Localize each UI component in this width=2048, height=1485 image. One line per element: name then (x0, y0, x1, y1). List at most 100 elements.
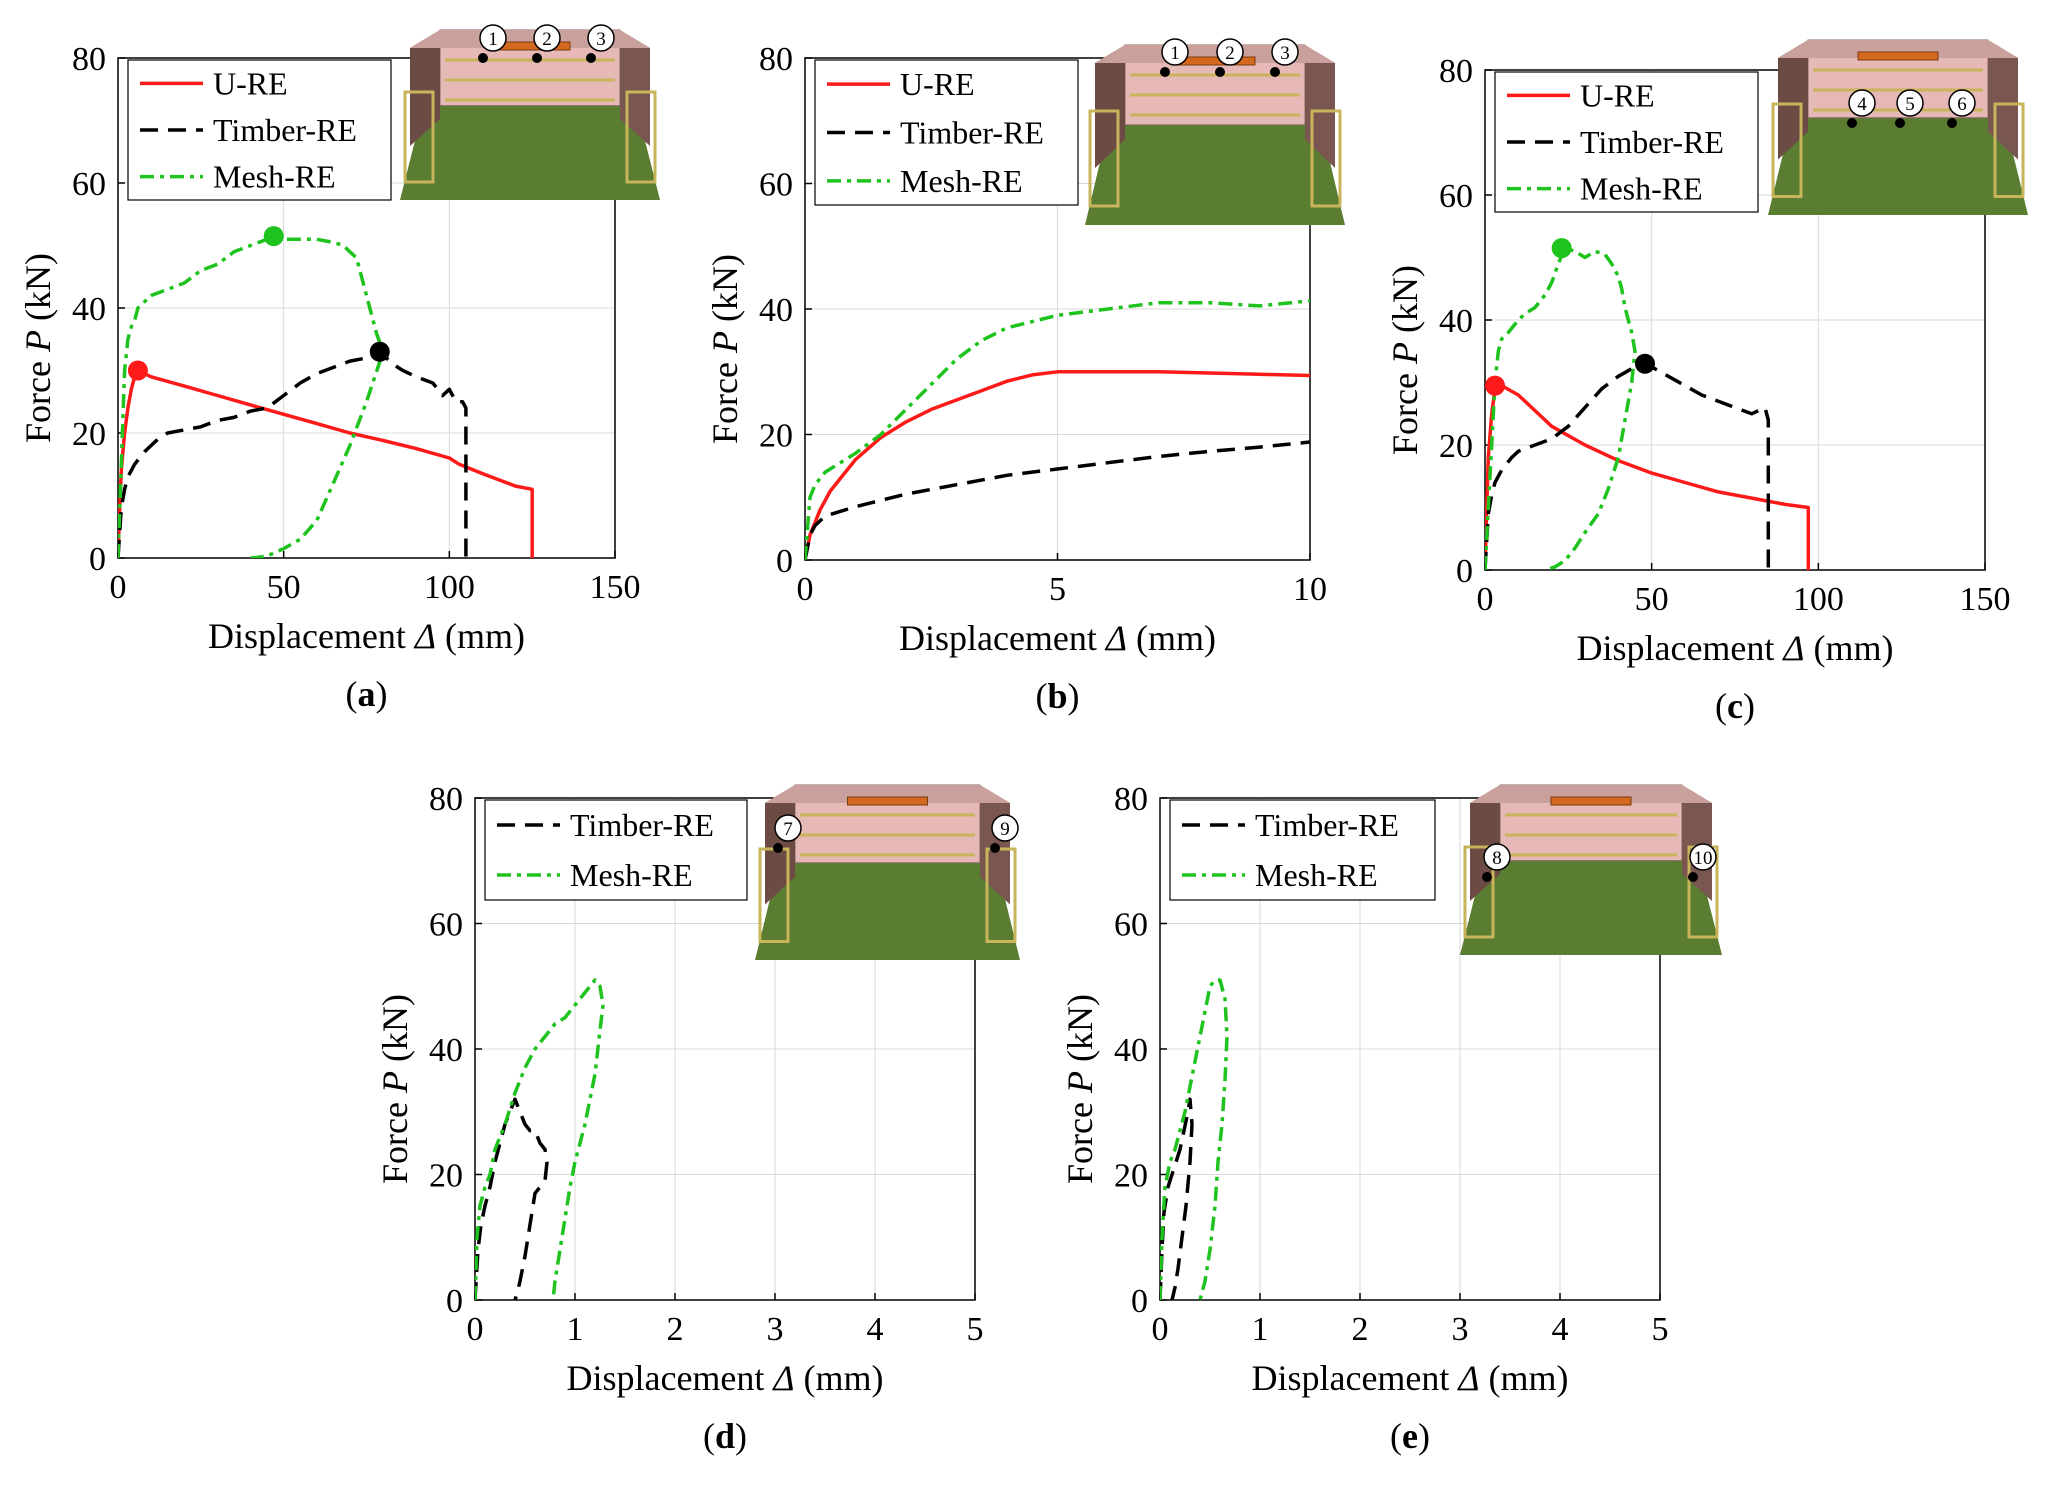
inset-lintel-beam (1857, 51, 1939, 61)
y-axis-label-main: Force (18, 352, 58, 443)
sensor-label-ring (1948, 89, 1976, 117)
series-line-u-re (118, 368, 534, 558)
sensor-dot (1160, 67, 1170, 77)
inset-right-frame (1310, 109, 1342, 208)
sensor-dot (1482, 872, 1492, 882)
caption-letter: a (358, 674, 376, 714)
y-tick-label: 80 (759, 41, 793, 78)
legend-label: U-RE (900, 66, 975, 102)
sensor-label: 3 (1280, 43, 1290, 64)
caption-letter: d (715, 1416, 735, 1456)
y-tick-label: 80 (1114, 781, 1148, 818)
y-axis-label-symbol: P (705, 331, 745, 354)
sensor-label: 3 (596, 29, 606, 50)
inset-left-frame (1463, 845, 1495, 939)
inset-left-frame (1771, 102, 1803, 198)
sensor-label-ring (479, 24, 507, 52)
legend: U-RE Timber-RE Mesh-RE (814, 59, 1079, 206)
x-axis-label-unit: (mm) (1805, 628, 1894, 668)
y-axis-label-main: Force (705, 353, 745, 444)
x-axis-label-symbol: Δ (1104, 618, 1127, 658)
sensor-dot (1688, 872, 1698, 882)
legend-box (484, 799, 748, 901)
inset-roof-edge (765, 785, 1010, 803)
inset-left-frame (1088, 109, 1120, 208)
caption-paren-close: ) (1068, 676, 1080, 716)
sensor-dot (586, 53, 596, 63)
sensor-label: 4 (1857, 94, 1867, 115)
series-line-timber-re (1160, 1097, 1194, 1300)
sensor-label: 6 (1957, 94, 1967, 115)
sensor-label: 1 (488, 29, 498, 50)
y-axis-label: Force P (kN) (705, 254, 745, 444)
peak-marker-u-re (1485, 375, 1505, 396)
series-line-u-re (1485, 383, 1811, 570)
x-tick-label: 2 (1352, 1311, 1369, 1348)
y-axis-label-unit: (kN) (705, 254, 745, 331)
legend-label: Timber-RE (570, 807, 714, 843)
y-tick-label: 60 (759, 167, 793, 204)
peak-marker-mesh-re (263, 226, 284, 247)
x-axis-label: Displacement Δ (mm) (899, 618, 1216, 658)
x-axis-label-unit: (mm) (1127, 618, 1216, 658)
y-tick-label: 80 (429, 781, 463, 818)
x-tick-label: 10 (1293, 571, 1327, 608)
y-tick-label: 20 (1114, 1158, 1148, 1195)
x-tick-label: 5 (967, 1311, 984, 1348)
y-axis-label: Force P (kN) (18, 253, 58, 443)
panel-caption: (d) (703, 1416, 747, 1456)
y-axis-label: Force P (kN) (1060, 994, 1100, 1184)
x-tick-label: 4 (867, 1311, 884, 1348)
series-line-timber-re (118, 353, 468, 558)
inset-building-model: 1 2 3 (1085, 38, 1345, 225)
x-axis-label: Displacement Δ (mm) (1576, 628, 1893, 668)
x-axis-label: Displacement Δ (mm) (566, 1358, 883, 1398)
x-tick-label: 100 (1793, 581, 1844, 618)
series-line-mesh-re (118, 237, 385, 558)
caption-paren-close: ) (1743, 686, 1755, 726)
caption-letter: c (1727, 686, 1743, 726)
sensor-label: 1 (1170, 43, 1180, 64)
chart-b: 0 5 10 0 20 40 60 80 Displacement Δ (mm) Force P … (705, 38, 1345, 716)
sensor-dot (1847, 118, 1857, 128)
x-tick-label: 5 (1652, 1311, 1669, 1348)
caption-paren-close: ) (735, 1416, 747, 1456)
x-tick-label: 1 (1252, 1311, 1269, 1348)
legend-label: Mesh-RE (900, 163, 1023, 199)
sensor-dot (773, 843, 783, 853)
peak-marker-u-re (127, 360, 148, 381)
sensor-dot (1947, 118, 1957, 128)
caption-paren-open: ( (346, 674, 358, 714)
sensor-label-ring (533, 24, 561, 52)
x-tick-label: 0 (797, 571, 814, 608)
sensor-dot (1215, 67, 1225, 77)
sensor-label-ring (991, 814, 1019, 842)
y-tick-label: 60 (1439, 178, 1473, 215)
x-axis-label-unit: (mm) (436, 616, 525, 656)
chart-e: 0 1 2 3 4 5 0 20 40 60 80 Displacement Δ (mm) Force … (1060, 781, 1722, 1456)
x-axis-label-symbol: Δ (771, 1358, 794, 1398)
y-tick-label: 20 (759, 418, 793, 455)
x-tick-label: 4 (1552, 1311, 1569, 1348)
y-axis-label: Force P (kN) (1385, 265, 1425, 455)
inset-ground (1768, 113, 2028, 215)
x-tick-label: 3 (767, 1311, 784, 1348)
y-tick-label: 60 (1114, 907, 1148, 944)
inset-right-frame (1993, 102, 2025, 198)
x-axis-label: Displacement Δ (mm) (1251, 1358, 1568, 1398)
y-axis-label-symbol: P (1385, 342, 1425, 365)
x-tick-label: 0 (110, 569, 127, 606)
legend: Timber-RE Mesh-RE (484, 799, 748, 901)
sensor-label-ring (1161, 38, 1189, 66)
inset-building-model: 1 2 3 (400, 24, 660, 200)
y-tick-label: 40 (72, 291, 106, 328)
y-tick-label: 20 (429, 1158, 463, 1195)
y-tick-label: 0 (89, 541, 106, 578)
y-tick-label: 0 (446, 1283, 463, 1320)
caption-paren-open: ( (703, 1416, 715, 1456)
x-axis-label: Displacement Δ (mm) (208, 616, 525, 656)
y-tick-label: 80 (1439, 53, 1473, 90)
series-line-mesh-re (475, 978, 605, 1300)
x-axis-label-main: Displacement (1576, 628, 1783, 668)
